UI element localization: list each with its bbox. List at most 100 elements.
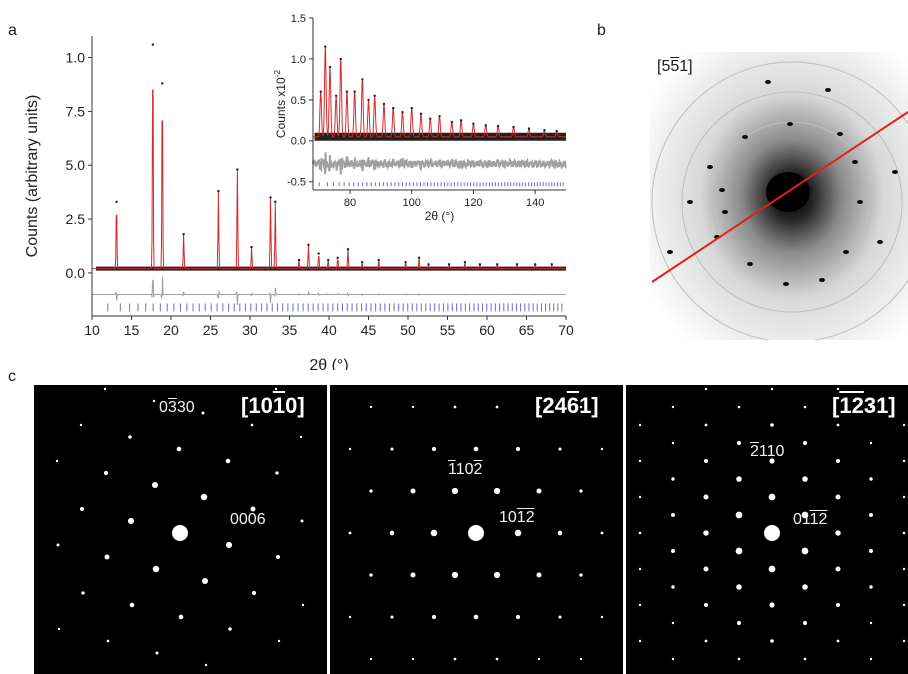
diffraction-spot: [451, 571, 459, 579]
diffraction-spot: [869, 549, 873, 553]
x-tick-label: 25: [203, 322, 219, 338]
diffraction-spot: [671, 405, 675, 409]
diffraction-spot: [836, 639, 840, 643]
observed-point: [317, 252, 320, 255]
observed-point: [450, 120, 454, 124]
diffraction-spot: [835, 458, 841, 464]
diffraction-spot: [638, 531, 642, 535]
observed-point: [550, 263, 553, 266]
diffraction-spot: [704, 639, 708, 643]
red-line: [651, 111, 908, 283]
x-tick-label: 60: [479, 322, 495, 338]
diffraction-spot: [178, 614, 184, 620]
x-tick-label: 10: [84, 322, 100, 338]
diffraction-spot: [128, 435, 132, 439]
diffraction-spot: [369, 405, 373, 409]
diffraction-spot: [251, 590, 257, 596]
diffraction-spot: [225, 541, 233, 549]
diffraction-spot: [819, 278, 825, 282]
diffraction-spot: [869, 513, 873, 517]
diffraction-spot: [902, 459, 906, 463]
diffraction-spot: [369, 489, 373, 493]
diffraction-spot: [127, 517, 135, 525]
observed-point: [274, 200, 277, 204]
y-tick-label: 5.0: [66, 157, 86, 173]
observed-point: [496, 124, 500, 128]
diffraction-spot: [769, 458, 775, 464]
diffraction-spot: [536, 488, 542, 494]
panel-label-c: c: [8, 368, 16, 385]
observed-point: [429, 117, 432, 120]
diffraction-spot: [493, 571, 501, 579]
observed-point: [484, 124, 487, 127]
observed-point: [512, 125, 515, 129]
diffraction-spot: [638, 639, 642, 643]
observed-point: [334, 94, 338, 98]
diffraction-spot: [348, 615, 352, 619]
observed-point: [533, 263, 537, 266]
diffraction-spot: [825, 88, 831, 92]
observed-point: [419, 112, 423, 116]
observed-point: [307, 243, 310, 247]
diffraction-spot: [411, 405, 415, 409]
diffraction-spot: [902, 531, 906, 535]
observed-point: [377, 258, 380, 262]
ed-pattern-1: [1010] 0330 0006: [34, 385, 327, 674]
diffraction-spot: [671, 513, 675, 517]
diffraction-image: [650, 52, 908, 340]
observed-point: [236, 168, 239, 171]
diffraction-spot: [843, 250, 849, 254]
observed-point: [555, 129, 558, 133]
diffraction-spot: [687, 200, 693, 204]
diffraction-spot: [228, 627, 232, 631]
diffraction-spot: [493, 487, 501, 495]
diffraction-spot: [275, 471, 279, 475]
observed-point: [404, 260, 407, 264]
diffraction-spot: [667, 250, 673, 254]
y-axis-label-exponent: -2: [272, 70, 282, 78]
diffraction-spot: [770, 423, 774, 427]
zone-axis-b: [551]: [657, 58, 693, 75]
diffraction-spot: [579, 405, 583, 409]
diffraction-spot: [514, 529, 522, 537]
diffraction-spot: [902, 639, 906, 643]
diffraction-spot: [768, 565, 776, 573]
observed-point: [345, 90, 349, 93]
observed-point: [319, 90, 322, 93]
difference-series-line: [92, 276, 566, 306]
observed-point: [327, 258, 330, 262]
diffraction-spot: [411, 657, 415, 661]
diffraction-spot: [638, 567, 642, 571]
diffraction-spot: [390, 615, 394, 619]
diffraction-spot: [719, 188, 725, 192]
observed-point: [527, 127, 531, 130]
diffraction-spot: [638, 603, 642, 607]
observed-point: [361, 78, 364, 81]
diffraction-spot: [735, 547, 743, 555]
diffraction-pattern-b: [650, 52, 908, 340]
diffraction-spot: [453, 405, 457, 409]
diffraction-spot: [277, 639, 281, 643]
reflection-index-label: 1012: [499, 509, 535, 526]
diffraction-spot: [703, 566, 709, 572]
diffraction-spot: [765, 80, 771, 84]
diffraction-spot: [671, 621, 675, 625]
diffraction-spot: [703, 458, 709, 464]
observed-point: [472, 122, 475, 125]
diffraction-spot: [200, 493, 208, 501]
diffraction-spot: [703, 494, 709, 500]
diffraction-spot: [835, 566, 841, 572]
observed-point: [324, 45, 327, 48]
observed-point: [427, 263, 430, 266]
panel-label-a: a: [8, 22, 17, 39]
diffraction-spot: [453, 657, 457, 661]
diffraction-spot: [104, 554, 110, 560]
diffraction-spot: [276, 555, 280, 559]
diffraction-spot: [103, 387, 107, 391]
diffraction-spot: [348, 447, 352, 451]
diffraction-spot: [852, 160, 858, 164]
reflection-index-label: 0006: [230, 511, 266, 528]
diffraction-spot: [671, 477, 675, 481]
x-axis-label: 2θ (°): [425, 209, 454, 223]
diffraction-spot: [837, 132, 843, 136]
